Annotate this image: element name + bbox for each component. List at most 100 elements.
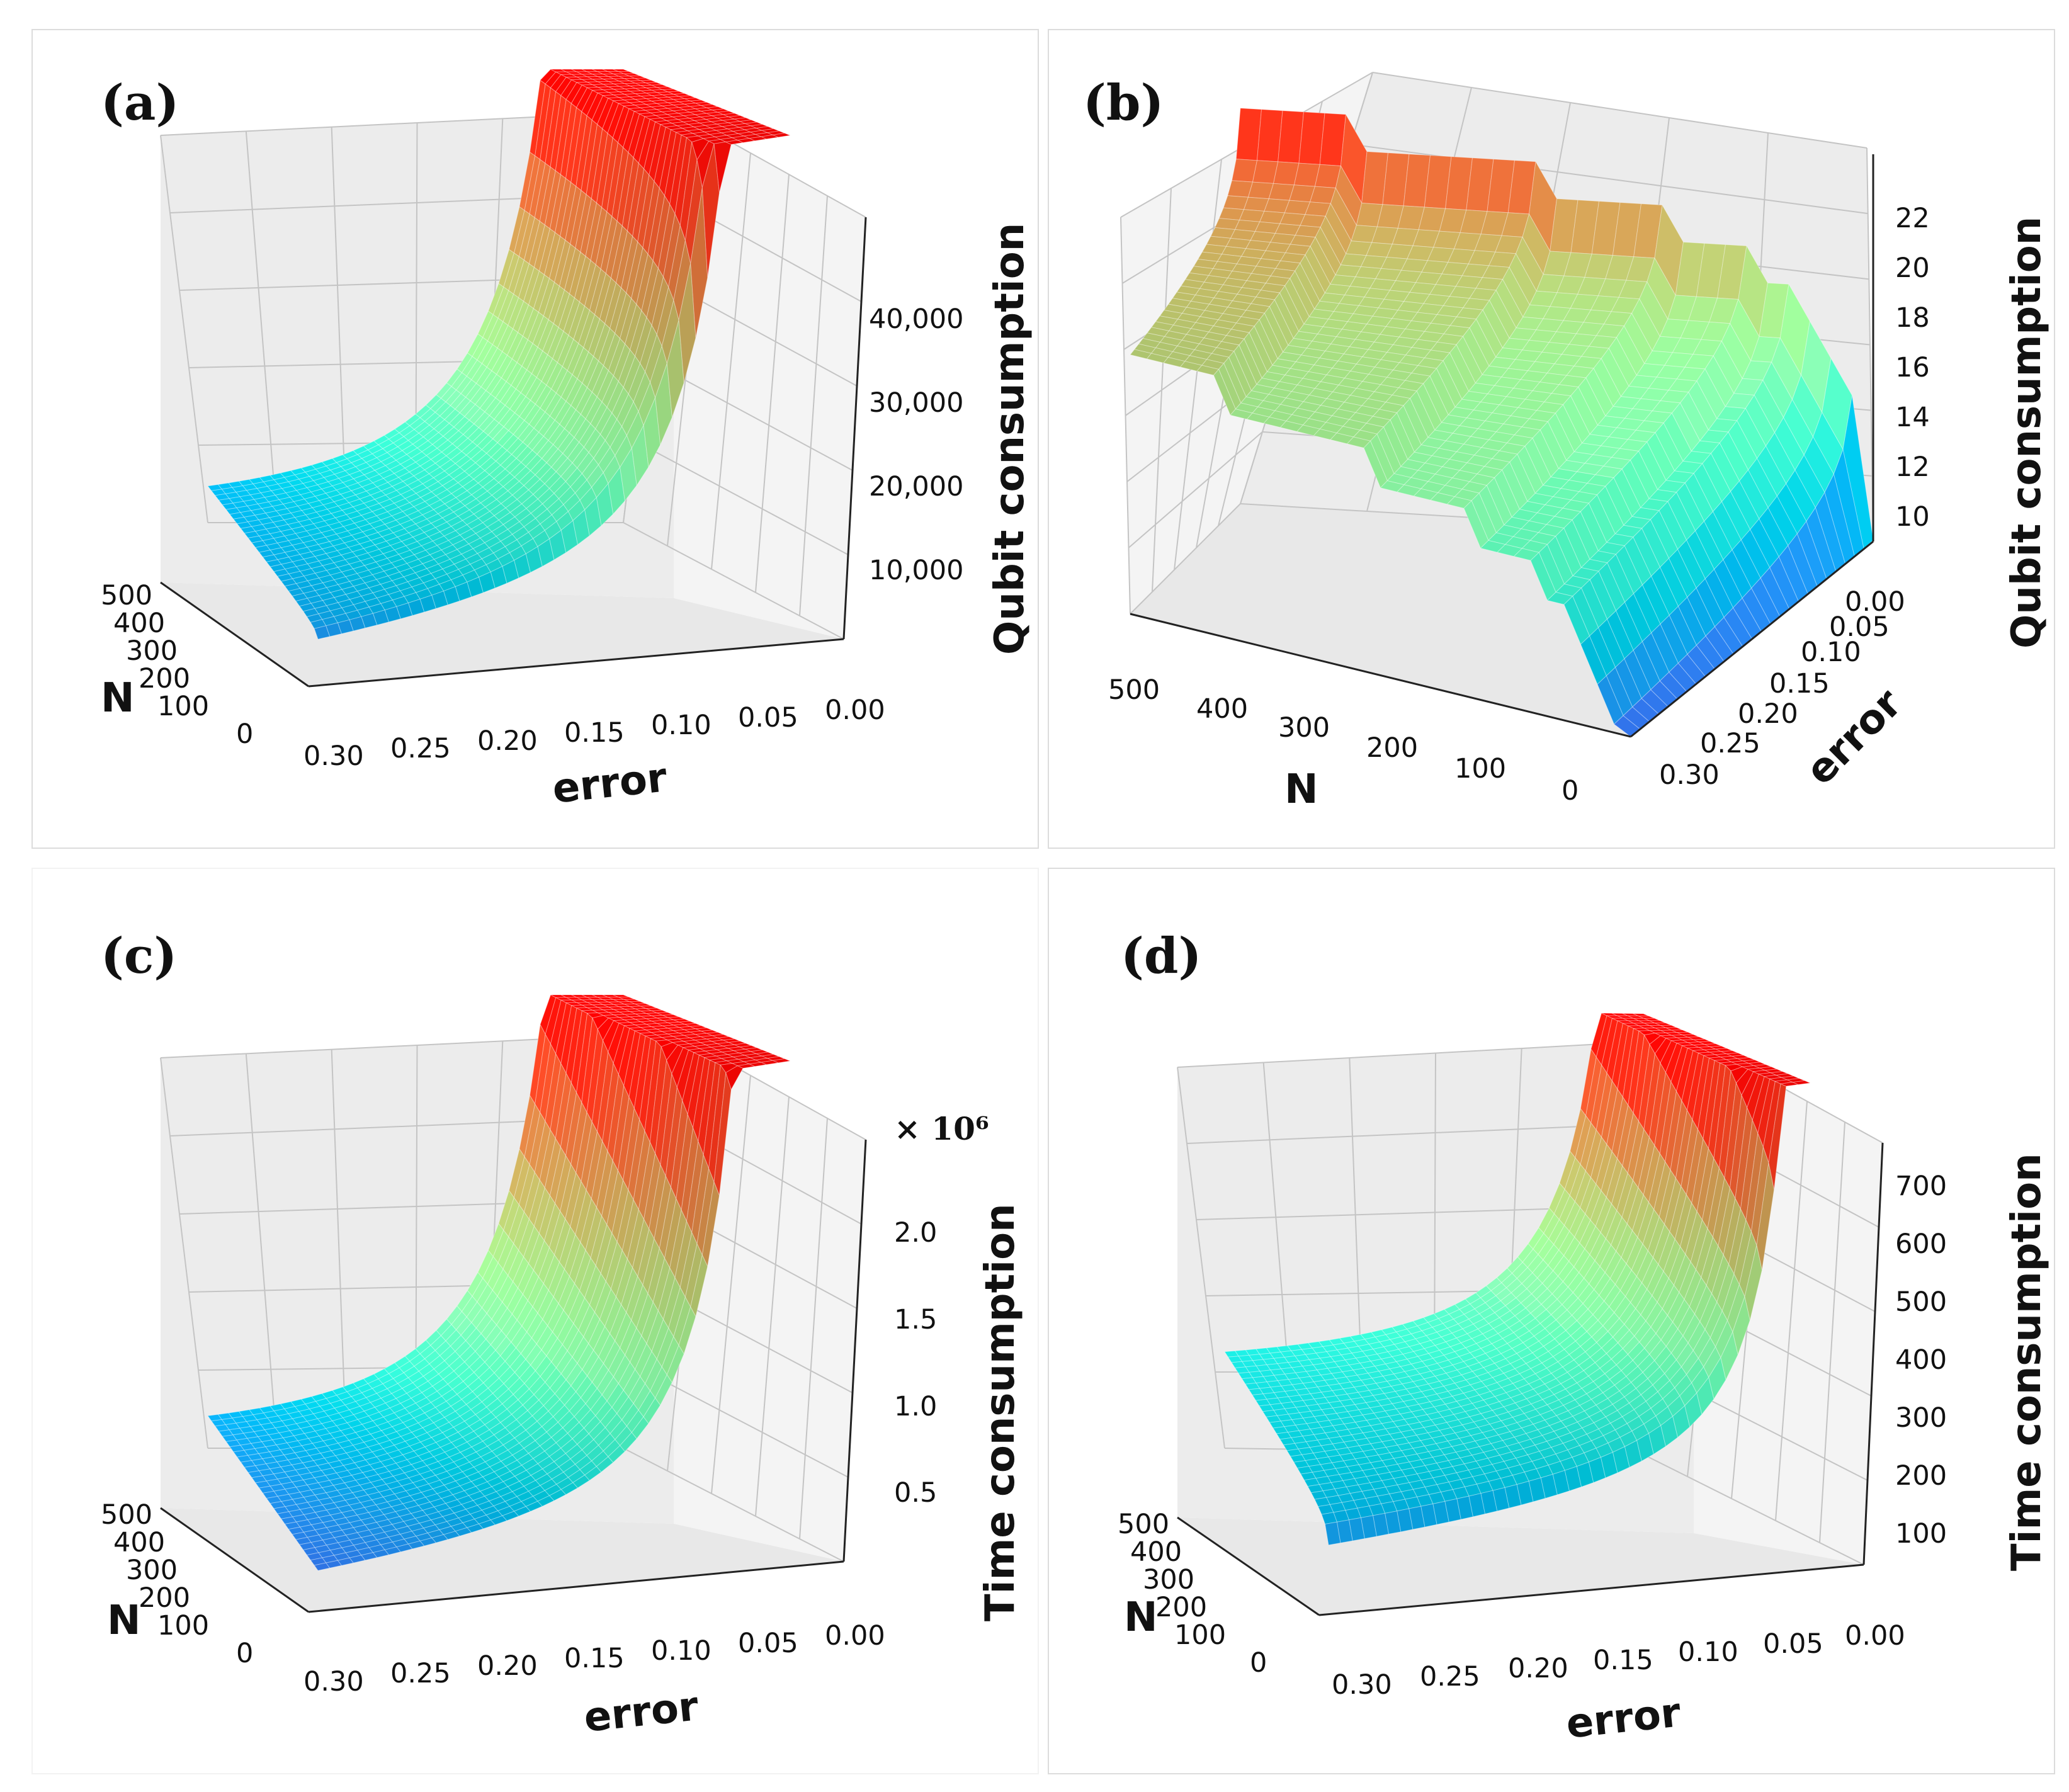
panel-b-surface — [1130, 108, 1874, 737]
panel-d-x-tick: 0.30 — [1332, 1669, 1392, 1701]
panel-a-x-tick: 0.25 — [390, 733, 451, 764]
panel-a-x-tick: 0.30 — [303, 740, 364, 772]
panel-c-label: (c) — [101, 927, 177, 985]
panel-b-x-tick: 0.15 — [1769, 668, 1830, 700]
panel-b-z-tick: 20 — [1895, 252, 1930, 284]
panel-c-y-ticks: 500 400 300 200 100 0 — [101, 1499, 253, 1669]
panel-b-z-tick: 22 — [1895, 203, 1930, 234]
panel-d-x-tick: 0.10 — [1678, 1636, 1738, 1668]
panel-c-z-label: Time consumption — [977, 1203, 1024, 1621]
panel-b-y-tick: 300 — [1278, 712, 1330, 744]
panel-d-z-tick: 500 — [1895, 1286, 1947, 1318]
panel-c-frame — [31, 868, 1039, 1774]
panel-d-grid-line — [1819, 1121, 1845, 1543]
panel-d-z-tick: 200 — [1895, 1460, 1947, 1492]
panel-c-x-tick: 0.00 — [825, 1620, 885, 1652]
panel-b-x-tick: 0.05 — [1829, 611, 1890, 643]
panel-a-z-tick: 20,000 — [869, 471, 963, 502]
panel-a-x-tick: 0.00 — [825, 695, 885, 726]
panel-d-z-tick: 700 — [1895, 1171, 1947, 1202]
panel-a: (a) 10,000 20,000 30,000 40,000 Qubit co… — [101, 69, 1033, 813]
panel-a-z-ticks: 10,000 20,000 30,000 40,000 — [869, 303, 963, 586]
panel-b-x-ticks: 0.00 0.05 0.10 0.15 0.20 0.25 0.30 — [1659, 586, 1905, 791]
panel-d-x-ticks: 0.30 0.25 0.20 0.15 0.10 0.05 0.00 — [1332, 1620, 1905, 1701]
panel-c-y-label: N — [107, 1597, 141, 1644]
panel-c-grid-line — [799, 1118, 828, 1540]
panel-c-z-ticks: 0.5 1.0 1.5 2.0 — [894, 1217, 937, 1509]
panel-b-x-tick: 0.00 — [1845, 586, 1905, 618]
panel-c-z-tick: 2.0 — [894, 1217, 937, 1249]
panel-b-z-tick: 18 — [1895, 302, 1930, 334]
panel-d-z-tick: 400 — [1895, 1344, 1947, 1376]
panel-d-grid-line — [1177, 1067, 1225, 1449]
panel-b-z-tick: 10 — [1895, 501, 1930, 533]
panel-a-y-ticks: 500 400 300 200 100 0 — [101, 580, 253, 750]
panel-a-grid-line — [160, 135, 208, 523]
panel-a-z-tick: 30,000 — [869, 387, 963, 419]
panel-d-y-tick: 500 — [1118, 1509, 1169, 1540]
panel-a-y-tick: 200 — [139, 663, 190, 695]
panel-c-surface — [207, 994, 791, 1571]
panel-b-label: (b) — [1083, 74, 1164, 132]
panel-b-x-tick: 0.20 — [1738, 698, 1798, 730]
panel-b-y-tick: 200 — [1366, 732, 1418, 764]
panel-a-label: (a) — [101, 74, 179, 132]
panel-c-z-tick: 1.5 — [894, 1304, 937, 1335]
panel-d-frame — [1048, 868, 2055, 1774]
panel-b-z-ticks: 10 12 14 16 18 20 22 — [1895, 203, 1930, 533]
panel-a-y-tick: 0 — [236, 718, 253, 750]
panel-b-y-tick: 0 — [1562, 775, 1579, 807]
panel-a-right-pane — [674, 110, 866, 639]
panel-c-surface-patch — [771, 1058, 791, 1063]
panel-d-z-tick: 100 — [1895, 1518, 1947, 1550]
panel-a-y-label: N — [101, 675, 135, 722]
panel-c-grid-line — [711, 1075, 751, 1494]
panel-c-x-tick: 0.05 — [738, 1628, 798, 1659]
panel-b-grid-line — [1152, 188, 1172, 593]
panel-a-grid-line — [245, 131, 278, 523]
panel-d-grid-line — [1643, 1454, 1864, 1565]
panel-d-z-label: Time consumption — [2004, 1153, 2050, 1571]
panel-b-axis-lines — [1130, 154, 1874, 738]
panel-d-z-tick: 300 — [1895, 1402, 1947, 1434]
panel-a-y-tick: 500 — [101, 580, 152, 611]
panel-c-y-tick: 100 — [157, 1610, 209, 1642]
panel-d-y-label: N — [1124, 1594, 1158, 1641]
panel-d-y-tick: 0 — [1250, 1647, 1267, 1679]
panel-b-z-tick: 14 — [1895, 402, 1930, 433]
panel-d-label: (d) — [1121, 927, 1201, 985]
panel-d-y-tick: 100 — [1174, 1619, 1226, 1651]
panel-c-x-tick: 0.10 — [651, 1635, 711, 1667]
panel-a-grid-line — [755, 174, 790, 593]
panel-a-x-label: error — [550, 754, 669, 813]
panel-b: (b) 10 12 14 16 18 20 22 Qubit consumpti… — [1083, 72, 2050, 813]
panel-c-y-tick: 400 — [113, 1527, 165, 1558]
panel-c-grid-line — [245, 1053, 278, 1449]
panel-c-x-label: error — [582, 1683, 701, 1742]
panel-c-x-tick: 0.20 — [477, 1650, 538, 1682]
panel-b-y-tick: 400 — [1196, 693, 1248, 725]
panel-d-z-ticks: 100 200 300 400 500 600 700 — [1895, 1171, 1947, 1550]
panel-c: (c) × 10⁶ 0.5 1.0 1.5 2.0 Time consumpti… — [101, 927, 1024, 1742]
panel-b-grid-line — [1120, 217, 1131, 615]
panel-b-x-tick: 0.25 — [1700, 728, 1760, 759]
panel-c-x-ticks: 0.30 0.25 0.20 0.15 0.10 0.05 0.00 — [303, 1620, 885, 1698]
panel-b-grid-line — [1128, 431, 1263, 548]
panel-d-x-tick: 0.20 — [1508, 1653, 1568, 1684]
panel-a-x-tick: 0.20 — [477, 725, 538, 757]
panel-b-frame — [1048, 29, 2055, 849]
panel-a-y-tick: 400 — [113, 608, 165, 639]
panel-c-y-tick: 200 — [139, 1582, 190, 1614]
panel-a-x-tick: 0.10 — [651, 710, 711, 741]
panel-d-x-tick: 0.25 — [1420, 1661, 1480, 1693]
panel-b-z-label: Qubit consumption — [2004, 217, 2050, 649]
panel-c-grid-line — [755, 1096, 790, 1517]
panel-d-z-tick: 600 — [1895, 1228, 1947, 1260]
panel-a-x-tick: 0.05 — [738, 702, 798, 734]
panel-c-x-tick: 0.30 — [303, 1666, 364, 1698]
panel-a-z-label: Qubit consumption — [987, 223, 1033, 655]
panel-b-grid-line — [1130, 503, 1241, 615]
panel-b-x-tick: 0.10 — [1801, 637, 1861, 668]
panel-d-x-tick: 0.00 — [1845, 1620, 1905, 1652]
